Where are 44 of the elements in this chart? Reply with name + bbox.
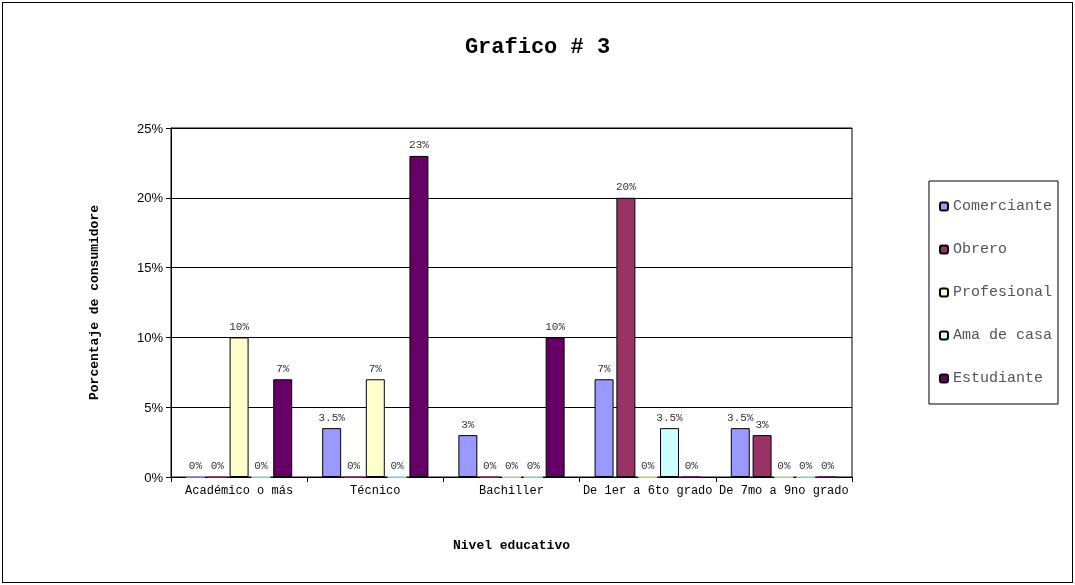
x-tick-label: De 1er a 6to grado: [582, 484, 713, 498]
x-tick-label: Bachiller: [479, 484, 544, 498]
chart-title: Grafico # 3: [464, 34, 611, 60]
x-tick-label: Técnico: [350, 484, 401, 498]
data-label: 3.5%: [727, 411, 754, 424]
legend-label: Estudiante: [952, 370, 1043, 387]
data-label: 0%: [188, 460, 203, 472]
data-label: 0%: [210, 460, 225, 472]
data-label: 0%: [254, 460, 268, 472]
data-label: 3.5%: [318, 411, 346, 424]
y-tick-label: 15%: [136, 260, 164, 276]
data-label: 0%: [820, 460, 835, 472]
legend-label: Obrero: [952, 241, 1007, 258]
data-label: 3%: [755, 418, 770, 431]
data-label: 0%: [483, 460, 497, 472]
data-label: 0%: [777, 460, 791, 472]
y-tick-label: 20%: [136, 190, 164, 206]
y-axis-title: Porcentaje de consumidore: [87, 204, 102, 401]
data-label: 3.5%: [656, 411, 684, 424]
data-label: 10%: [229, 320, 250, 333]
y-tick-label: 5%: [144, 399, 164, 415]
data-label: 23%: [409, 139, 430, 152]
x-tick-label: Académico o más: [185, 484, 294, 498]
data-label: 0%: [526, 460, 541, 472]
data-label: 0%: [641, 460, 655, 472]
data-label: 20%: [615, 181, 637, 194]
y-tick-label: 25%: [136, 120, 164, 136]
data-label: 7%: [368, 362, 383, 375]
y-tick-label: 10%: [136, 329, 164, 345]
data-label: 0%: [346, 460, 361, 472]
x-axis-title: Nivel educativo: [452, 538, 571, 553]
data-label: 0%: [390, 460, 405, 472]
data-label: 0%: [799, 460, 813, 472]
data-label: 0%: [684, 460, 699, 472]
data-label: 10%: [545, 320, 566, 333]
data-label: 0%: [504, 460, 519, 472]
legend-label: Comerciante: [952, 198, 1053, 215]
data-label: 3%: [461, 418, 475, 431]
data-label: 7%: [276, 362, 290, 375]
y-tick-label: 0%: [144, 469, 164, 485]
legend-label: Ama de casa: [952, 327, 1053, 344]
x-tick-label: De 7mo a 9no grado: [719, 484, 849, 498]
legend-label: Profesional: [952, 284, 1053, 301]
data-label: 7%: [597, 362, 612, 375]
